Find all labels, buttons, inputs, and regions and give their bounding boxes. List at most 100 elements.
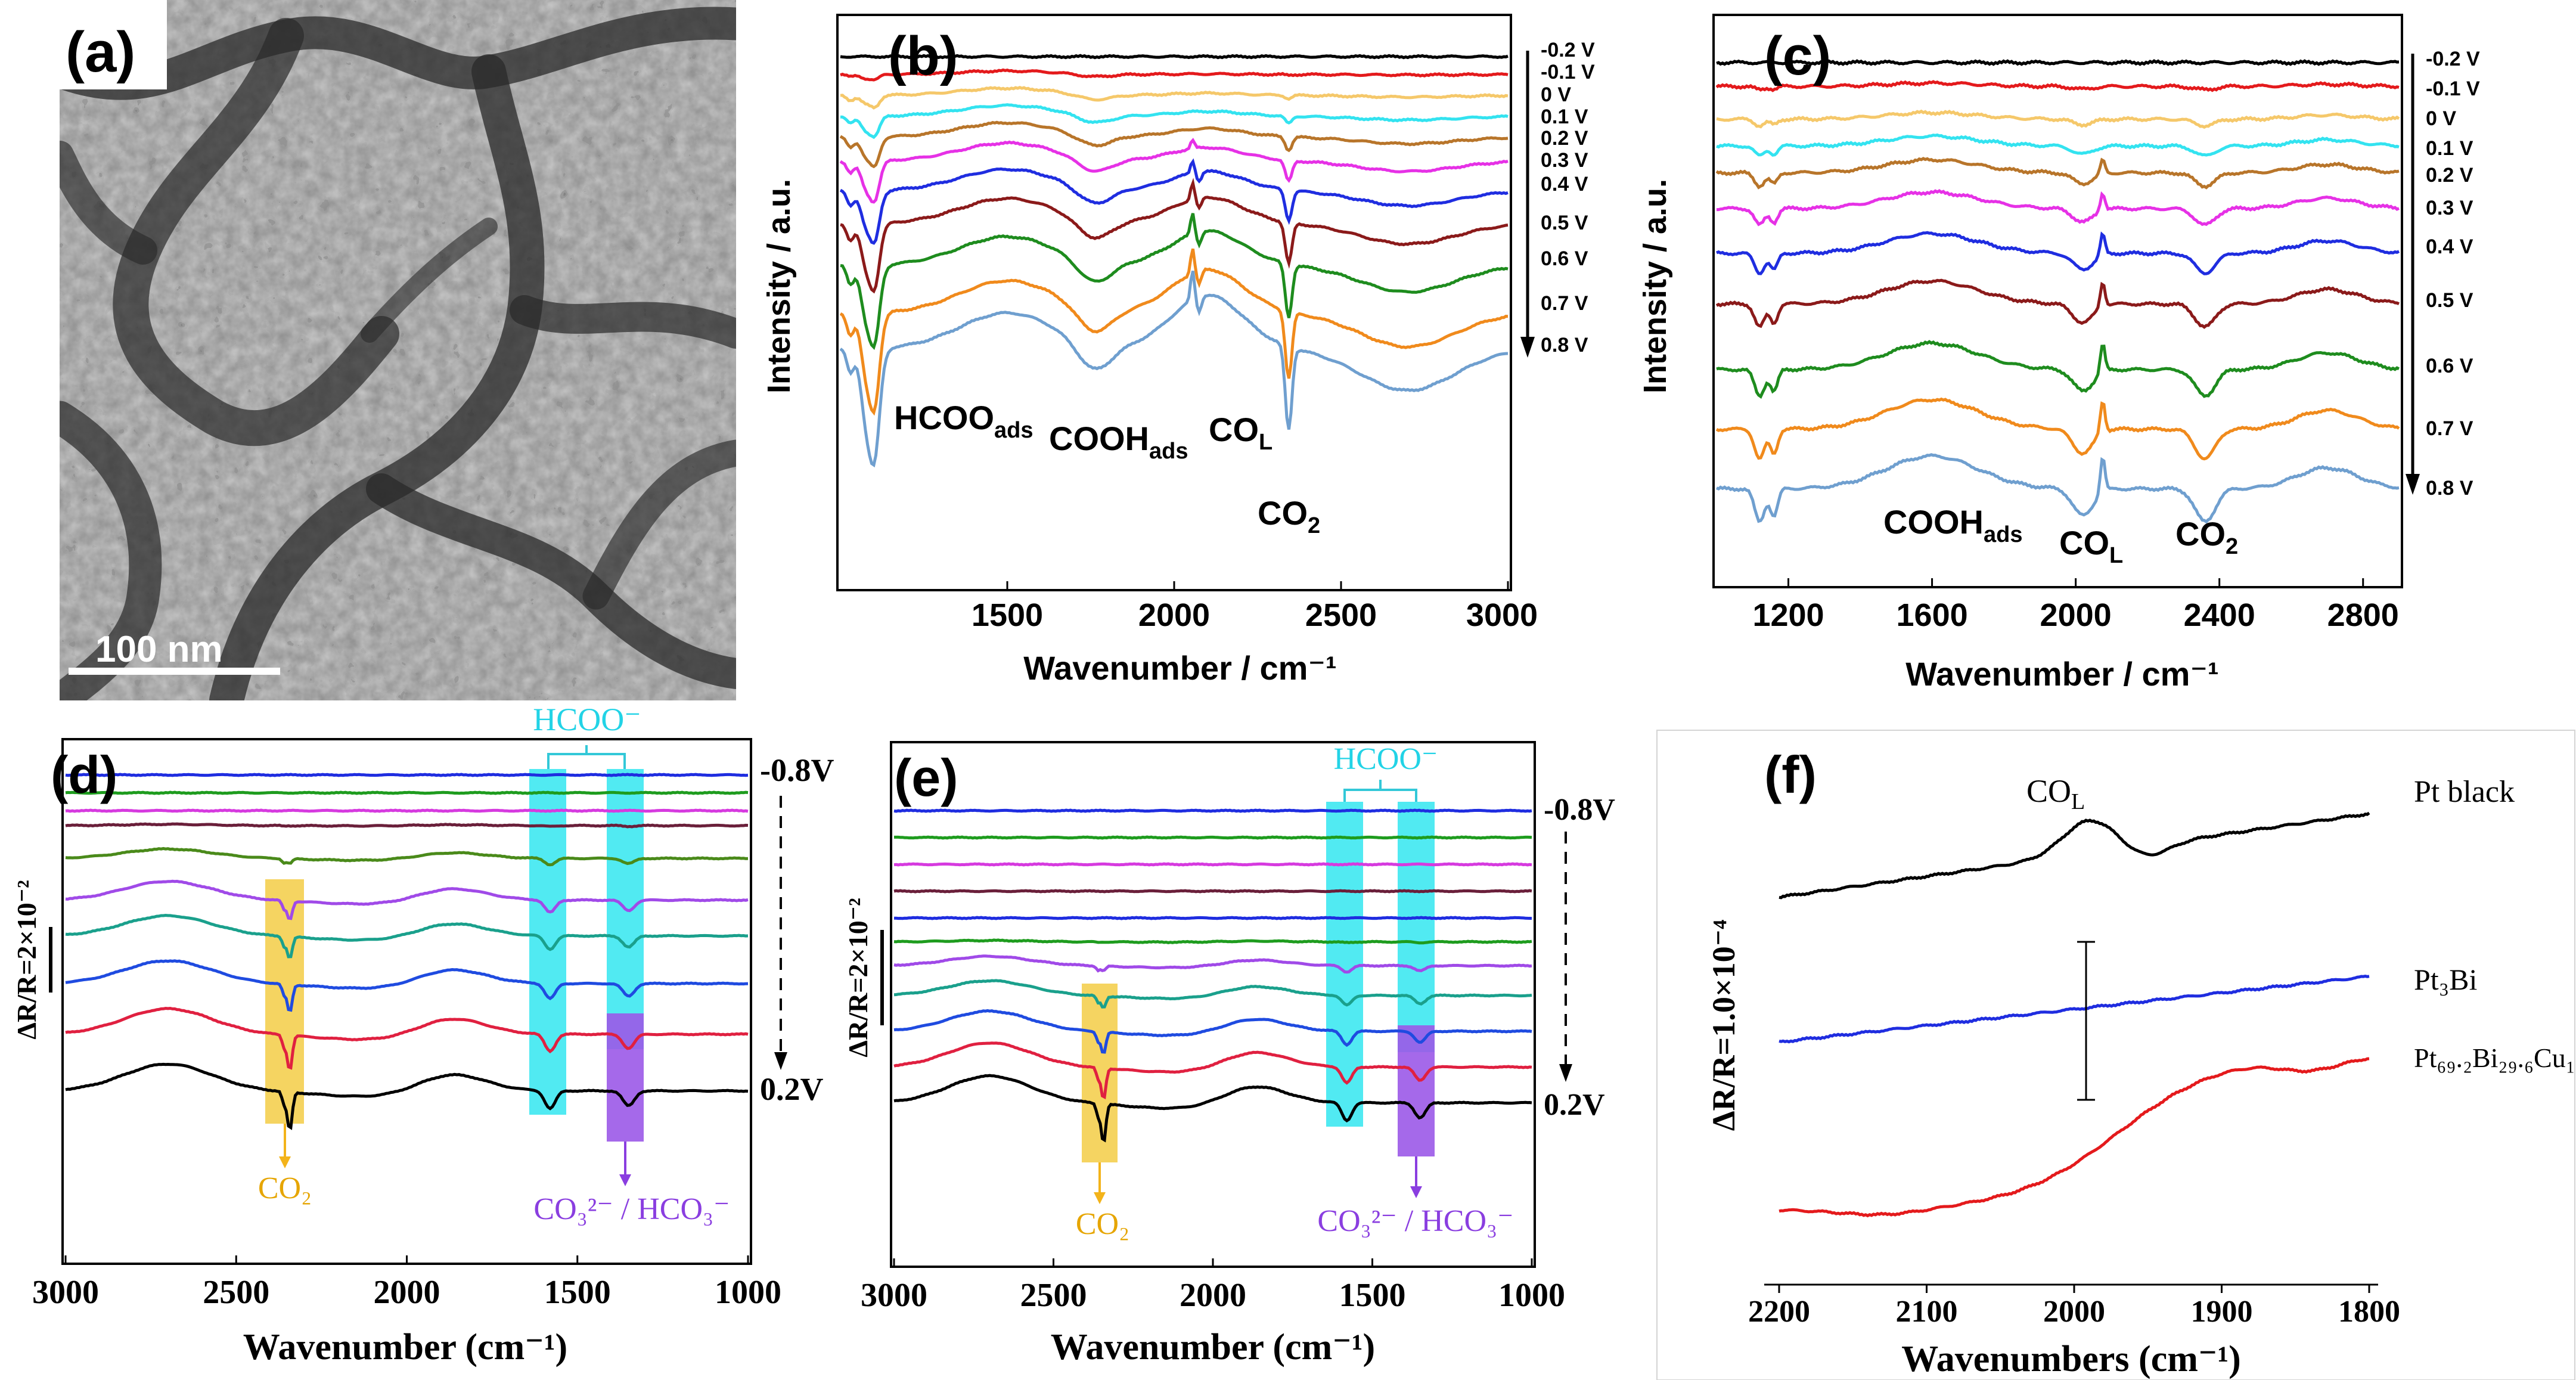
top-potential-d: -0.8V	[760, 752, 834, 788]
potential-labels-c: -0.2 V -0.1 V 0 V 0.1 V 0.2 V 0.3 V 0.4 V 0.5 V…	[2426, 48, 2480, 500]
potential-label-b: 0.7 V	[1541, 292, 1588, 315]
spectrum-line-c	[1716, 109, 2400, 129]
spectrum-line-c	[1715, 80, 2400, 92]
y-axis-label-b: Intensity / a.u.	[761, 179, 797, 393]
spectrum-line	[65, 822, 749, 829]
spectrum-line-c	[1715, 278, 2400, 329]
panel-label-d: (d)	[51, 745, 117, 804]
spectrum-line-c	[1717, 189, 2400, 227]
potential-label-c: 0.8 V	[2426, 477, 2473, 500]
potential-label-b: 0.5 V	[1541, 212, 1588, 234]
panel-label-f: (f)	[1764, 745, 1817, 804]
spectrum-line	[893, 954, 1532, 974]
hcoo-band1-d	[529, 769, 566, 1115]
x-tick-label: 1900	[2191, 1295, 2253, 1329]
scale-bar-f	[2077, 941, 2095, 1101]
y-axis-label-c: Intensity / a.u.	[1637, 179, 1673, 393]
spectrum-line-b	[840, 86, 1509, 110]
potential-label-b: 0.4 V	[1541, 173, 1588, 196]
panel-c: (c) 1200 1600 2000 2400 2800 Wavenumber / cm…	[1637, 14, 2480, 693]
spectra-e	[893, 808, 1532, 1143]
carbonate-label-d: CO₃²⁻ / HCO₃⁻	[533, 1192, 730, 1226]
spectrum-line	[65, 846, 749, 867]
potential-label-c: 0.2 V	[2426, 164, 2473, 187]
spectra-c	[1715, 59, 2400, 524]
carbonate-band-e	[1398, 1025, 1435, 1156]
nanowire-network	[60, 7, 736, 700]
x-tick-label: 3000	[861, 1277, 927, 1314]
spectrum-line-b	[840, 178, 1509, 294]
y-axis-label-e: ΔR/R=2×10⁻²	[843, 898, 873, 1058]
hcoo-bracket-d	[547, 745, 626, 769]
x-tick-label: 1600	[1897, 597, 1968, 633]
potential-label-c: 0.1 V	[2426, 137, 2473, 160]
spectrum-line	[893, 1009, 1532, 1054]
scale-bar-label: 100 nm	[95, 629, 223, 670]
band-hcoo-b: HCOOads	[894, 399, 1033, 443]
x-tick-label: 1000	[1498, 1277, 1565, 1314]
legend-pt3bi: Pt₃Bi	[2414, 963, 2477, 996]
spectrum-line-b	[840, 103, 1509, 139]
potential-label-b: -0.2 V	[1541, 39, 1595, 61]
potential-label-c: 0.4 V	[2426, 235, 2473, 258]
x-axis-label-b: Wavenumber / cm⁻¹	[1023, 649, 1336, 687]
spectrum-line-b	[840, 68, 1509, 82]
spectrum-line	[65, 959, 749, 1012]
x-ticks-f: 2200 2100 2000 1900 1800	[1748, 1285, 2400, 1329]
spectrum-line	[65, 1006, 749, 1070]
potential-label-b: 0.2 V	[1541, 127, 1588, 150]
plot-frame-e	[890, 741, 1536, 1268]
band-col-b: COL	[1209, 411, 1273, 455]
arrowhead-e	[1559, 1064, 1572, 1082]
col-label-f: COL	[2026, 773, 2085, 814]
spectrum-line-c	[1715, 397, 2400, 461]
spectrum-line	[65, 1062, 749, 1130]
spectrum-line	[893, 862, 1532, 867]
spectrum-line	[65, 879, 749, 920]
spectrum-line	[893, 938, 1532, 945]
x-tick-label: 1500	[1339, 1277, 1406, 1314]
spectrum-line	[893, 889, 1532, 894]
spectrum-line	[893, 979, 1532, 1009]
scale-bar	[69, 668, 280, 675]
spectrum-line-c	[1715, 231, 2400, 275]
x-tick-label: 2500	[1020, 1277, 1087, 1314]
spectrum-line	[893, 1074, 1532, 1143]
spectrum-line	[893, 1041, 1532, 1100]
band-col-c: COL	[2059, 524, 2123, 568]
bottom-potential-e: 0.2V	[1544, 1088, 1605, 1122]
carbonate-band-d	[607, 1013, 644, 1142]
plot-frame-c	[1712, 14, 2403, 588]
carbonate-label-e: CO₃²⁻ / HCO₃⁻	[1317, 1204, 1513, 1238]
hcoo-label-e: HCOO⁻	[1334, 742, 1438, 776]
spectrum-line-b	[839, 248, 1509, 416]
spectrum-line-f	[1779, 975, 2370, 1044]
x-axis-label-e: Wavenumber (cm⁻¹)	[1051, 1327, 1375, 1367]
band-co2-c: CO2	[2175, 515, 2238, 559]
co2-arrowhead-e	[1094, 1192, 1106, 1204]
band-cooh-b: COOHads	[1049, 420, 1188, 464]
band-co2-b: CO2	[1258, 494, 1320, 538]
potential-label-b: 0.1 V	[1541, 106, 1588, 128]
spectrum-line-c	[1716, 133, 2400, 157]
x-tick-label: 2000	[1138, 597, 1210, 633]
carbonate-arrowhead-d	[619, 1174, 631, 1186]
potential-label-b: 0 V	[1541, 83, 1571, 106]
potential-label-b: 0.8 V	[1541, 334, 1588, 356]
spectrum-line-c	[1715, 157, 2400, 190]
spectrum-line	[65, 773, 749, 777]
x-tick-label: 2000	[374, 1274, 440, 1311]
x-tick-label: 3000	[1466, 597, 1538, 633]
panel-b: (b) 1500 2000 2500 3000 Wavenumber / cm⁻¹ I…	[761, 14, 1595, 687]
panel-f: (f) COL Pt black Pt₃Bi Pt₆₉.₂Bi₂₉.₆Cu₁.₂…	[1656, 730, 2576, 1380]
potential-label-c: -0.2 V	[2426, 48, 2480, 70]
co2-band-e	[1082, 984, 1118, 1162]
x-tick-label: 2000	[2043, 1295, 2105, 1329]
x-ticks-d: 3000 2500 2000 1500 1000	[32, 1255, 781, 1311]
arrowhead-c	[2406, 474, 2420, 495]
hcoo-band2-e	[1398, 802, 1435, 1052]
spectrum-line-b	[839, 158, 1509, 245]
x-axis-label-d: Wavenumber (cm⁻¹)	[243, 1327, 567, 1367]
potential-label-c: 0.3 V	[2426, 197, 2473, 219]
